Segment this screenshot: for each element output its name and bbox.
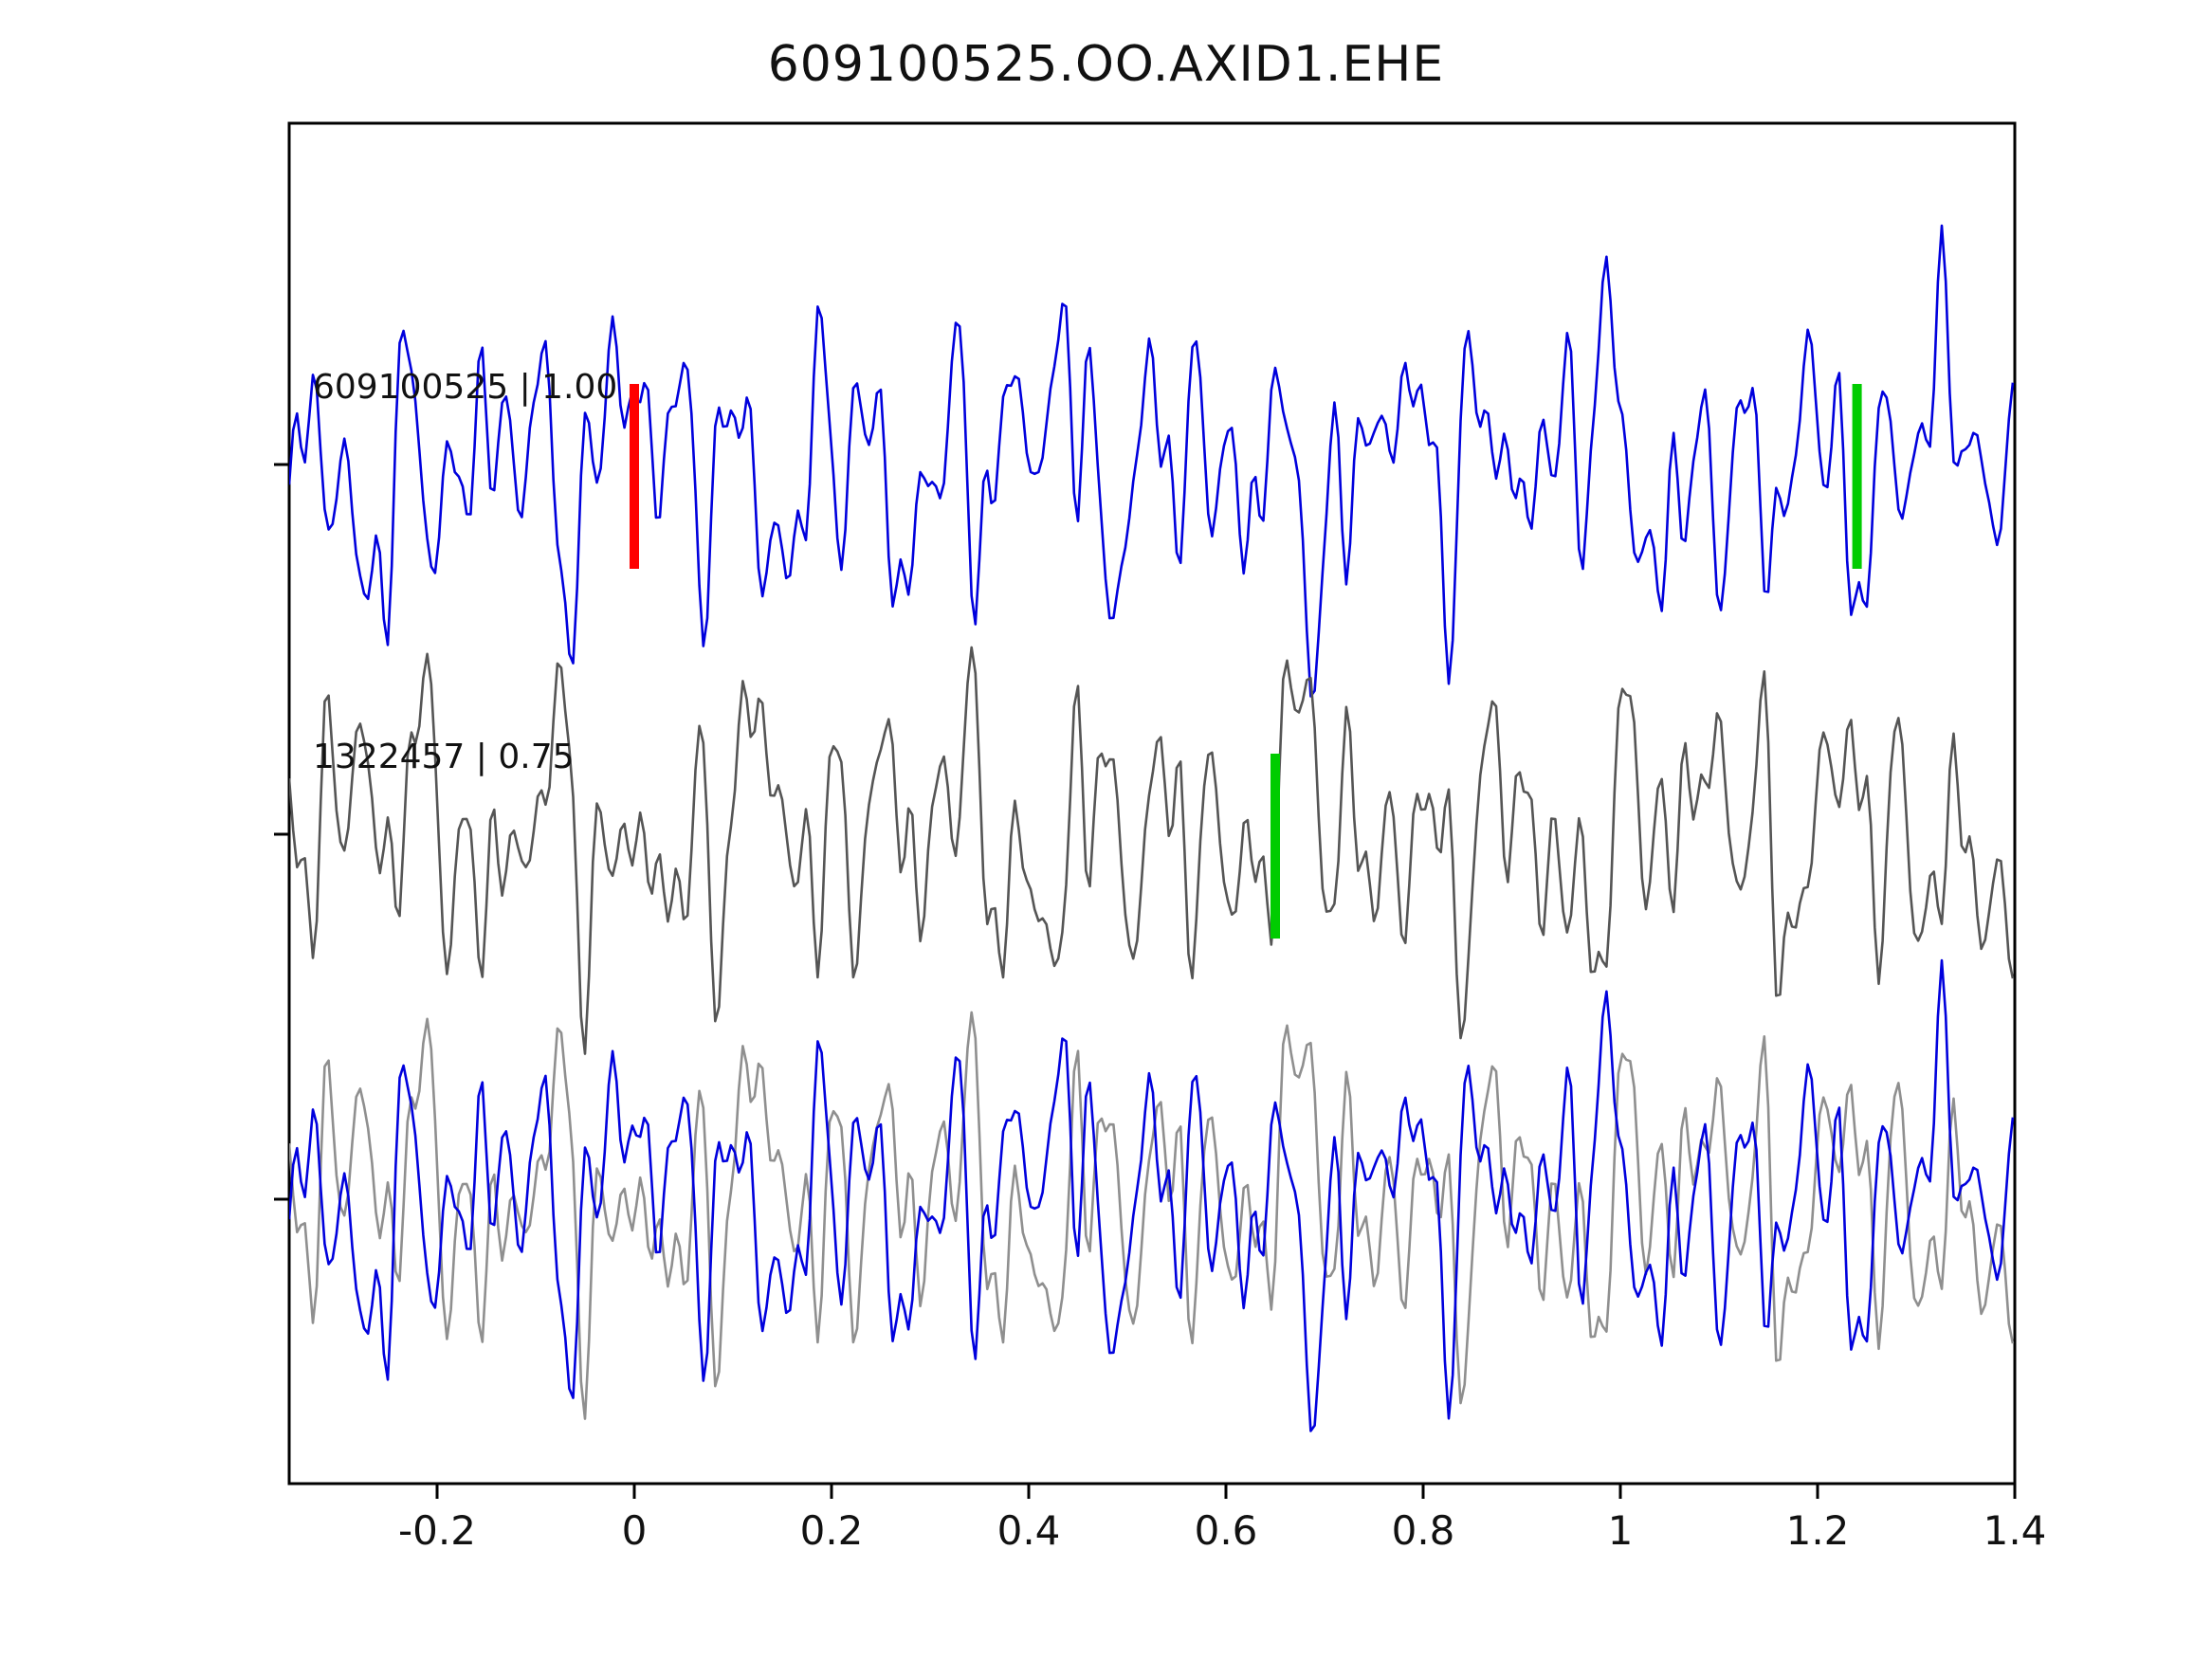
x-tick-label: 1.2 — [1786, 1507, 1850, 1554]
x-tick-label: 0.6 — [1195, 1507, 1258, 1554]
x-tick-label: 0 — [622, 1507, 648, 1554]
x-axis: -0.2 0 0.2 0.4 0.6 0.8 1 1.2 1.4 — [398, 1484, 2046, 1554]
x-tick-label: -0.2 — [398, 1507, 476, 1554]
traces-group: 609100525 | 1.00 1322457 | 0.75 — [289, 224, 2015, 1432]
trace-1322457-label: 1322457 | 0.75 — [313, 738, 575, 776]
trace-1322457-waveform-gray — [289, 646, 2015, 1055]
overlay-aligned-waveform-gray — [289, 1011, 2015, 1420]
trace-609100525-label: 609100525 | 1.00 — [313, 368, 617, 407]
overlay-aligned-waveform-blue — [289, 958, 2015, 1432]
x-tick-label: 1.4 — [1983, 1507, 2047, 1554]
x-tick-label: 0.4 — [997, 1507, 1061, 1554]
plot-title: 609100525.OO.AXID1.EHE — [767, 36, 1445, 93]
plot-border — [274, 121, 2017, 1486]
x-tick-label: 1 — [1608, 1507, 1634, 1554]
trace-609100525-waveform-blue — [289, 224, 2015, 698]
x-tick-label: 0.2 — [800, 1507, 864, 1554]
x-tick-label: 0.8 — [1392, 1507, 1455, 1554]
